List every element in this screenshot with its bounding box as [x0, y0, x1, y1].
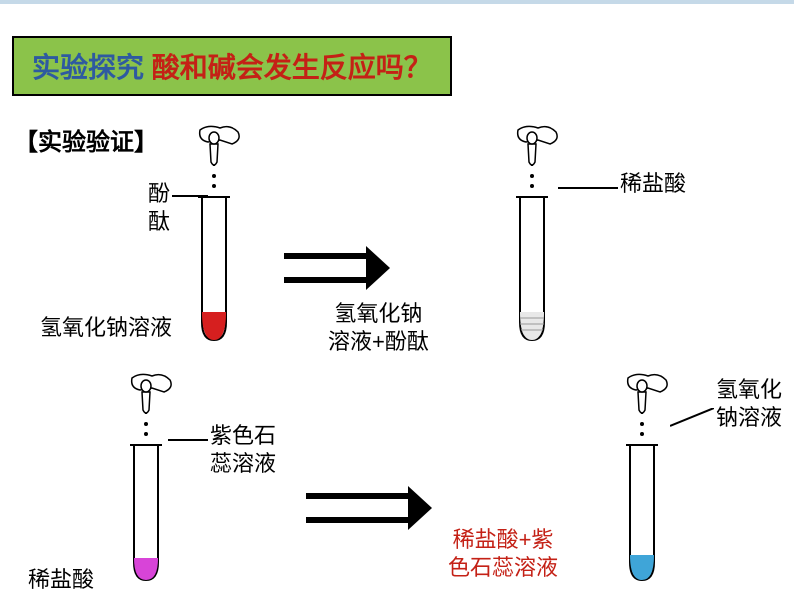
tube-label-tr: 氢氧化钠溶液+酚酞 — [328, 300, 429, 355]
tube-label-br: 稀盐酸+紫色石蕊溶液 — [448, 526, 558, 581]
tube-svg — [608, 370, 698, 590]
tube-svg — [180, 122, 270, 352]
dropper-label-tl: 酚酞 — [148, 180, 170, 235]
arrow-top — [280, 244, 390, 294]
subtitle: 【实验验证】 — [14, 122, 158, 157]
test-tube-icon — [198, 197, 230, 340]
connector-tl — [172, 188, 208, 204]
dropper-label-br: 氢氧化钠溶液 — [716, 376, 782, 431]
test-tube-icon — [626, 445, 658, 580]
connector-tr — [558, 180, 618, 196]
dropper-icon — [518, 126, 557, 166]
drop-icon — [640, 432, 644, 436]
experiment-top-left — [180, 122, 270, 357]
tube-label-tl: 氢氧化钠溶液 — [40, 314, 172, 342]
dropper-icon — [200, 126, 239, 166]
dropper-icon — [628, 374, 667, 414]
tube-svg — [498, 122, 588, 352]
drop-icon — [212, 174, 216, 178]
drop-icon — [144, 432, 148, 436]
dropper-label-tr: 稀盐酸 — [620, 170, 686, 198]
drop-icon — [144, 422, 148, 426]
experiment-top-right — [498, 122, 588, 357]
arrow-bottom — [302, 484, 432, 534]
dropper-icon — [132, 374, 171, 414]
drop-icon — [530, 174, 534, 178]
dropper-label-bl: 紫色石蕊溶液 — [210, 422, 276, 477]
title-prefix: 实验探究 — [32, 52, 152, 83]
test-tube-icon — [516, 197, 548, 340]
tube-label-bl: 稀盐酸 — [28, 566, 94, 594]
drop-icon — [212, 184, 216, 188]
tube-svg — [112, 370, 202, 590]
connector-br — [670, 408, 714, 448]
title-question: 酸和碱会发生反应吗？ — [152, 52, 432, 83]
title-banner: 实验探究 酸和碱会发生反应吗？ — [12, 36, 452, 96]
test-tube-icon — [130, 445, 162, 580]
drop-icon — [530, 184, 534, 188]
connector-bl — [168, 432, 208, 448]
experiment-bottom-right — [608, 370, 698, 595]
drop-icon — [640, 422, 644, 426]
experiment-bottom-left — [112, 370, 202, 595]
